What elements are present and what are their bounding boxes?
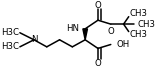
Text: OH: OH — [117, 40, 130, 49]
Text: HN: HN — [66, 24, 79, 33]
Text: H3C: H3C — [1, 28, 19, 37]
Text: CH3: CH3 — [137, 20, 155, 29]
Polygon shape — [83, 29, 88, 40]
Text: CH3: CH3 — [130, 30, 148, 39]
Text: O: O — [95, 1, 101, 10]
Text: N: N — [31, 35, 37, 44]
Text: H3C: H3C — [1, 42, 19, 51]
Text: O: O — [95, 59, 101, 68]
Text: O: O — [107, 27, 114, 36]
Text: CH3: CH3 — [130, 9, 148, 18]
